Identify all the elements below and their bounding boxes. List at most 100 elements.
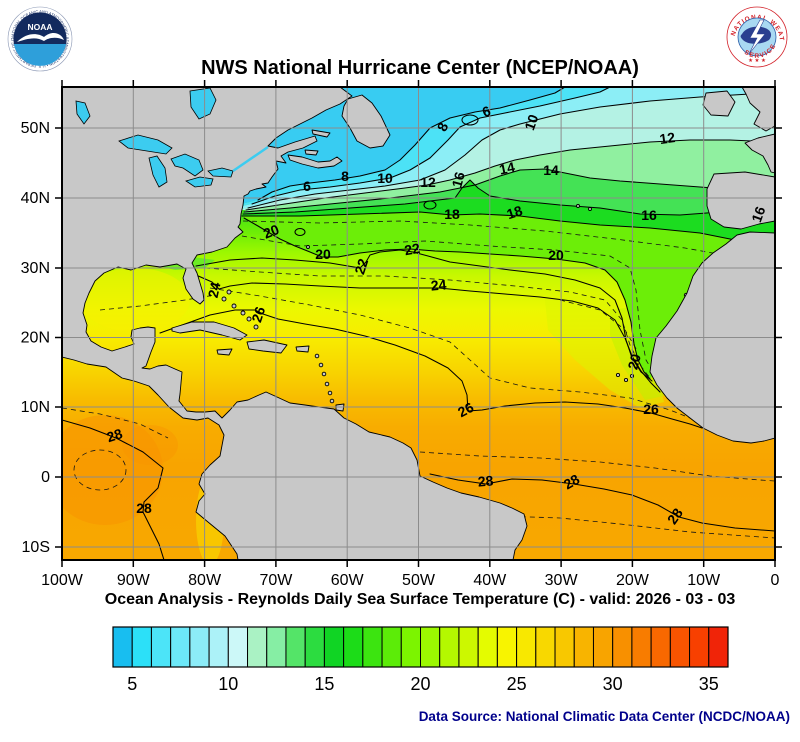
sst-pacific-warm-patch bbox=[122, 425, 178, 465]
colorbar-cell bbox=[304, 626, 325, 668]
colorbar-cell bbox=[285, 626, 306, 668]
nws-logo-arc-top-text: NATIONAL WEATHER bbox=[0, 0, 785, 42]
colorbar-labels: 5 10 15 20 25 30 35 bbox=[127, 674, 719, 694]
colorbar-cell bbox=[170, 626, 191, 668]
contour-label-10: 10 bbox=[521, 112, 541, 132]
noaa-logo: NATIONAL OCEANIC AND ATMOSPHERIC ADMINIS… bbox=[0, 0, 73, 72]
colorbar-cell bbox=[477, 626, 498, 668]
x-axis-label-30W: 30W bbox=[545, 572, 579, 589]
contour-label-22: 22 bbox=[351, 256, 371, 276]
contour-label-20: 20 bbox=[315, 246, 331, 262]
colorbar-label-20: 20 bbox=[410, 674, 430, 694]
contour-label-14: 14 bbox=[498, 159, 517, 178]
y-axis-label-30N: 30N bbox=[21, 260, 50, 277]
sst-band-12-14 bbox=[244, 140, 775, 212]
colorbar-cell bbox=[323, 626, 345, 668]
lake-ontario bbox=[207, 167, 234, 178]
colorbar-cell bbox=[496, 626, 518, 668]
contour-label-28: 28 bbox=[105, 425, 125, 445]
lakes bbox=[75, 87, 269, 188]
land-newfoundland bbox=[341, 94, 391, 149]
x-axis-labels: 100W 90W 80W 70W 60W 50W 40W 30W 20W 10W 0 bbox=[41, 572, 779, 589]
x-axis-label-20W: 20W bbox=[616, 572, 650, 589]
land-nova-scotia bbox=[287, 154, 343, 169]
sst-band-10-12 bbox=[234, 93, 775, 210]
sst-gulf-of-mexico-warm bbox=[80, 268, 190, 332]
colorbar-cell bbox=[669, 626, 691, 668]
colorbar-cell bbox=[227, 626, 249, 668]
colorbar-cell bbox=[631, 626, 652, 668]
colorbar-cell bbox=[112, 626, 133, 668]
sst-band-14-16 bbox=[243, 169, 775, 215]
y-axis-label-10S: 10S bbox=[22, 539, 50, 556]
lake-superior bbox=[118, 134, 173, 155]
land-france bbox=[744, 133, 775, 174]
colorbar-cell bbox=[535, 626, 556, 668]
contour-label-26: 26 bbox=[455, 399, 476, 421]
nws-logo-stars: ★ ★ ★ bbox=[748, 57, 766, 64]
colorbar-cell bbox=[343, 626, 364, 668]
lake-huron bbox=[170, 153, 204, 177]
x-axis-label-90W: 90W bbox=[117, 572, 151, 589]
contour-label-28: 28 bbox=[136, 500, 152, 516]
contour-label-10: 10 bbox=[377, 170, 393, 186]
colorbar-cell bbox=[573, 626, 594, 668]
colorbar-cell bbox=[458, 626, 479, 668]
contour-label-12: 12 bbox=[420, 174, 436, 190]
colorbar-cell bbox=[131, 626, 152, 668]
map-subtitle: Ocean Analysis - Reynolds Daily Sea Surf… bbox=[105, 591, 736, 608]
colorbar-cell bbox=[708, 626, 729, 668]
colorbar-label-5: 5 bbox=[127, 674, 137, 694]
contour-label-20: 20 bbox=[548, 247, 564, 263]
map-grid bbox=[62, 87, 775, 560]
data-source-text: Data Source: National Climatic Data Cent… bbox=[419, 709, 790, 724]
land-great-britain bbox=[741, 87, 775, 132]
x-axis-label-0: 0 bbox=[771, 572, 780, 589]
contour-label-20: 20 bbox=[624, 352, 644, 371]
contour-label-28: 28 bbox=[561, 471, 583, 493]
lake-winnipeg bbox=[75, 100, 91, 125]
contour-label-26: 26 bbox=[643, 401, 659, 417]
colorbar-frame bbox=[112, 626, 729, 668]
y-axis-labels: 50N 40N 30N 20N 10N 0 10S bbox=[21, 120, 50, 556]
x-axis-label-80W: 80W bbox=[188, 572, 222, 589]
land-iberia bbox=[706, 171, 775, 230]
colorbar-cell bbox=[439, 626, 460, 668]
land-lesser-antilles bbox=[314, 353, 335, 404]
colorbar-cell bbox=[689, 626, 710, 668]
y-axis-label-10N: 10N bbox=[21, 399, 50, 416]
noaa-logo-sea bbox=[13, 44, 67, 66]
colorbar-cell bbox=[266, 626, 287, 668]
contour-label-28: 28 bbox=[477, 472, 494, 489]
noaa-logo-wordmark: NOAA bbox=[27, 22, 52, 32]
colorbar bbox=[112, 626, 729, 668]
colorbar-cell bbox=[612, 626, 633, 668]
noaa-gull-icon bbox=[17, 33, 64, 42]
contour-label-14: 14 bbox=[543, 162, 559, 178]
land-anticosti bbox=[311, 129, 331, 138]
land-cuba bbox=[171, 321, 248, 341]
lake-erie bbox=[185, 176, 214, 188]
sst-pacific-warm-pool bbox=[62, 415, 163, 525]
colorbar-label-35: 35 bbox=[699, 674, 719, 694]
colorbar-cell bbox=[554, 626, 575, 668]
colorbar-label-10: 10 bbox=[218, 674, 238, 694]
y-axis-label-50N: 50N bbox=[21, 120, 50, 137]
contour-label-12: 12 bbox=[658, 129, 676, 147]
colorbar-cell bbox=[516, 626, 537, 668]
colorbar-cell bbox=[650, 626, 671, 668]
sst-band-16-18 bbox=[242, 180, 775, 257]
contour-label-18: 18 bbox=[444, 206, 460, 222]
land-bahamas bbox=[221, 289, 259, 330]
map-frame-ticks bbox=[55, 80, 782, 567]
colorbar-cell bbox=[189, 626, 210, 668]
page-title: NWS National Hurricane Center (NCEP/NOAA… bbox=[201, 57, 639, 79]
contour-label-8: 8 bbox=[341, 168, 349, 184]
colorbar-cell bbox=[381, 626, 402, 668]
contour-label-16: 16 bbox=[641, 207, 657, 223]
colorbar-label-25: 25 bbox=[507, 674, 527, 694]
nws-lightning-bolt-icon bbox=[748, 19, 766, 55]
